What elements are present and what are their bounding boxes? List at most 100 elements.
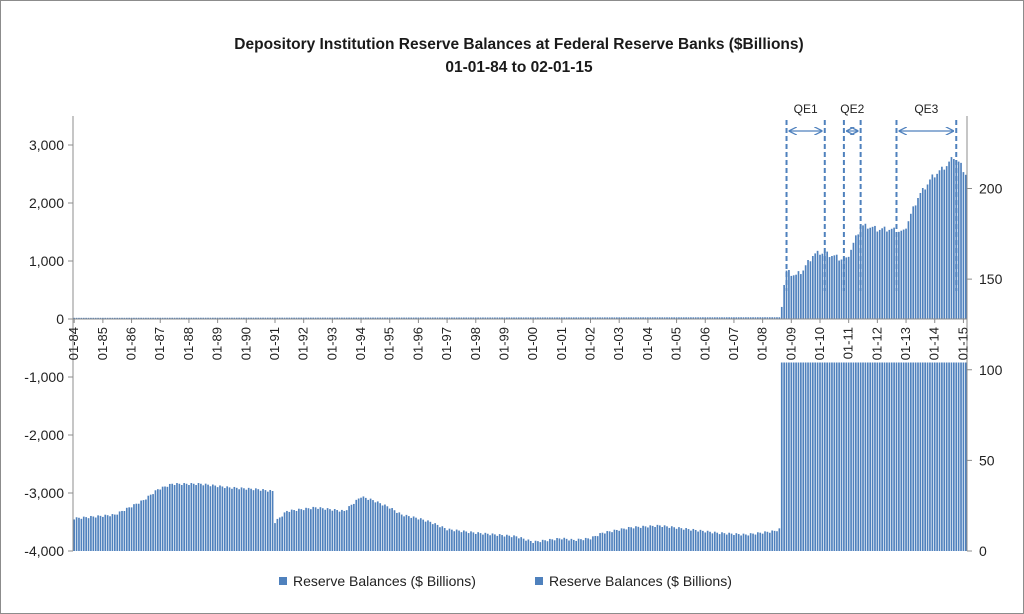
bar-right-99 (310, 509, 312, 551)
bar-right-119 (357, 498, 360, 551)
bar-right-143 (415, 517, 417, 551)
bar-left-209 (572, 317, 575, 319)
bar-right-247 (663, 525, 666, 551)
bar-left-336 (876, 231, 879, 319)
bar-left-153 (439, 317, 441, 319)
bar-right-362 (938, 362, 941, 551)
bar-left-137 (400, 317, 403, 319)
bar-left-6 (87, 317, 90, 319)
x-axis-ticks: 01-84 01-85 01-86 01-87 01-88 01-89 01-90 01-91… (66, 319, 970, 360)
bar-right-243 (654, 527, 656, 551)
bar-left-314 (823, 252, 826, 319)
bar-right-81 (266, 491, 269, 551)
bar-right-370 (957, 362, 960, 551)
x-tick-label: 01-89 (210, 327, 225, 360)
bar-left-293 (773, 317, 776, 319)
bar-right-305 (802, 362, 805, 551)
bar-left-159 (453, 317, 456, 319)
bar-right-161 (458, 530, 460, 551)
left-tick-label: -2,000 (24, 427, 64, 443)
bar-left-51 (195, 317, 197, 319)
bar-right-103 (319, 507, 322, 551)
bar-left-291 (768, 317, 771, 319)
qe-label: QE3 (914, 102, 938, 116)
bar-left-136 (398, 317, 401, 319)
bar-left-77 (257, 317, 260, 319)
bar-right-151 (434, 523, 436, 551)
bar-right-343 (893, 362, 895, 551)
bar-left-286 (757, 317, 759, 319)
bar-left-84 (274, 317, 276, 319)
bar-right-76 (255, 488, 257, 551)
bar-right-155 (443, 528, 446, 551)
bar-left-127 (376, 317, 379, 319)
bar-right-46 (183, 483, 185, 551)
bar-left-156 (446, 317, 448, 319)
bar-right-153 (439, 527, 441, 551)
bar-right-52 (197, 483, 200, 551)
bar-right-347 (902, 362, 905, 551)
bar-right-293 (773, 530, 776, 551)
bar-right-296 (780, 362, 783, 551)
bar-left-354 (919, 193, 922, 319)
bar-left-167 (472, 317, 475, 319)
bar-right-250 (670, 526, 673, 551)
bar-right-51 (195, 485, 197, 551)
x-tick-label: 01-09 (783, 327, 798, 360)
bar-left-191 (529, 317, 532, 319)
bar-left-16 (111, 317, 114, 319)
bar-left-13 (104, 317, 107, 319)
bar-right-246 (661, 527, 664, 551)
bar-right-338 (881, 362, 883, 551)
bar-right-189 (525, 540, 527, 551)
bar-left-76 (255, 317, 257, 319)
bar-left-2 (78, 317, 80, 319)
bar-right-280 (742, 533, 745, 551)
bar-right-24 (130, 507, 133, 551)
bar-right-11 (99, 515, 102, 551)
bar-left-33 (152, 317, 154, 319)
bar-right-195 (539, 542, 542, 551)
bar-right-57 (209, 486, 212, 551)
bar-left-301 (792, 275, 795, 319)
bar-left-41 (171, 317, 174, 319)
bar-right-182 (508, 535, 511, 551)
bar-left-193 (534, 317, 537, 319)
bar-right-221 (601, 532, 604, 551)
bar-left-307 (807, 260, 809, 319)
bar-left-223 (606, 317, 609, 319)
bar-left-216 (589, 317, 592, 319)
bar-right-68 (235, 487, 238, 551)
bar-right-232 (627, 526, 630, 551)
bar-left-278 (737, 317, 740, 319)
bar-left-49 (190, 317, 193, 319)
bar-left-128 (379, 317, 381, 319)
bar-left-25 (133, 317, 135, 319)
bar-right-157 (448, 528, 451, 551)
bar-right-121 (362, 496, 365, 551)
bar-left-93 (295, 317, 298, 319)
bar-right-47 (185, 483, 188, 551)
bar-right-357 (926, 362, 929, 551)
bar-right-84 (274, 523, 276, 551)
bar-left-189 (525, 317, 527, 319)
bar-right-79 (262, 489, 264, 551)
bar-left-109 (333, 317, 336, 319)
bar-right-184 (513, 535, 515, 551)
bar-right-346 (900, 362, 903, 551)
bar-left-241 (649, 317, 652, 319)
bar-right-48 (188, 485, 190, 551)
bar-right-49 (190, 483, 193, 551)
bar-left-200 (551, 317, 554, 319)
bar-right-8 (92, 516, 95, 551)
bar-left-285 (754, 317, 757, 319)
bar-right-178 (498, 534, 501, 551)
bar-left-50 (192, 317, 195, 319)
bar-right-55 (204, 483, 207, 551)
bar-left-350 (909, 213, 912, 319)
legend-label-1: Reserve Balances ($ Billions) (293, 573, 476, 589)
bar-right-66 (231, 488, 233, 551)
bar-left-130 (384, 317, 386, 319)
bar-right-248 (666, 526, 668, 551)
bar-right-28 (140, 500, 142, 551)
